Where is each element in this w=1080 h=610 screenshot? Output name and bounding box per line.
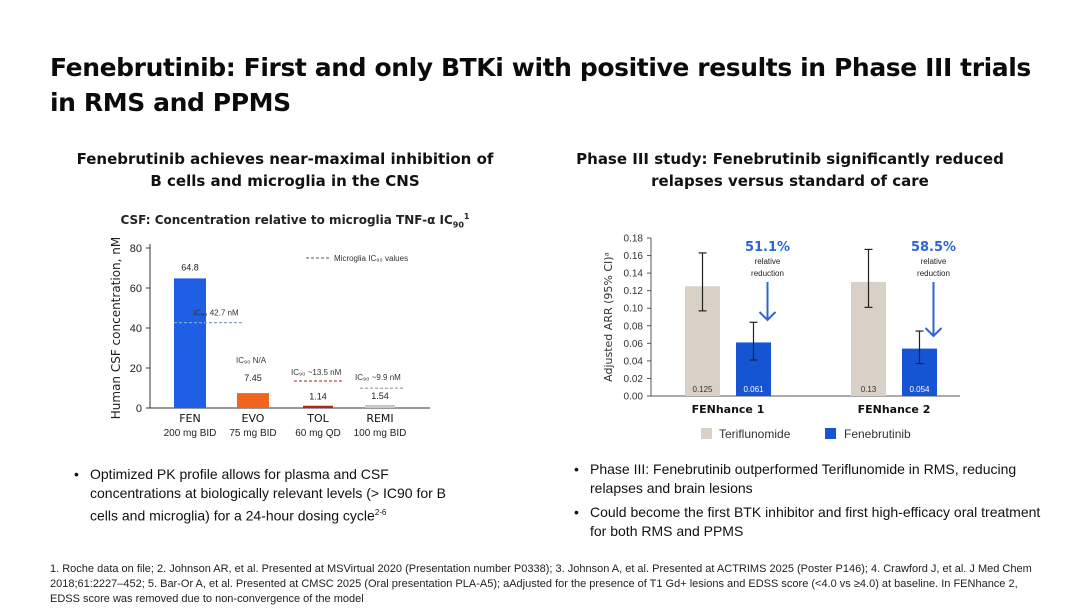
y-tick-label: 0.04 <box>624 356 644 367</box>
reduction-text: relative <box>755 257 781 266</box>
right-bullet-2: Could become the first BTK inhibitor and… <box>572 503 1042 541</box>
right-bullets: Phase III: Fenebrutinib outperformed Ter… <box>572 460 1042 546</box>
reduction-arrow-head <box>924 327 943 338</box>
y-tick-label: 60 <box>130 283 142 295</box>
bar-value-label: 7.45 <box>244 373 262 383</box>
left-bullet-1: Optimized PK profile allows for plasma a… <box>72 465 472 526</box>
bar-value-label: 1.54 <box>371 391 389 401</box>
bar-value-label: 0.061 <box>743 385 764 394</box>
y-tick-label: 80 <box>130 243 142 255</box>
arr-chart: 0.00 0.02 0.04 0.06 0.08 0.10 0.12 0.14 0.16 0.18… <box>602 234 960 441</box>
y-tick-label: 0.16 <box>624 251 644 262</box>
dose-label: 200 mg BID <box>164 428 217 439</box>
y-tick-label: 20 <box>130 363 142 375</box>
category-label: FENhance 1 <box>692 403 765 416</box>
dose-label: 75 mg BID <box>229 428 276 439</box>
legend-label: Microglia IC₉₀ values <box>334 254 408 263</box>
bar-evo <box>237 393 269 408</box>
bar-fen <box>174 278 206 408</box>
right-bullet-1: Phase III: Fenebrutinib outperformed Ter… <box>572 460 1042 498</box>
dose-label: 100 mg BID <box>354 428 407 439</box>
y-tick-label: 0.14 <box>624 269 644 280</box>
left-bullets: Optimized PK profile allows for plasma a… <box>72 465 472 531</box>
bar-value-label: 64.8 <box>181 262 199 272</box>
ic90-label-evo: IC₉₀ N/A <box>236 356 267 365</box>
csf-chart-title-text: CSF: Concentration relative to microglia… <box>120 213 453 227</box>
legend-label-teriflunomide: Teriflunomide <box>719 427 791 441</box>
left-bullet-1-text: Optimized PK profile allows for plasma a… <box>90 466 447 524</box>
dose-label: 60 mg QD <box>295 428 341 439</box>
ic90-label-remi: IC₉₀ ~9.9 nM <box>355 373 401 382</box>
reduction-arrow-head <box>758 311 777 322</box>
left-section-heading: Fenebrutinib achieves near-maximal inhib… <box>76 150 494 190</box>
bar-value-label: 0.13 <box>861 385 877 394</box>
reduction-text: relative <box>921 257 947 266</box>
reduction-text: reduction <box>751 269 784 278</box>
y-tick-label: 0.02 <box>624 374 644 385</box>
left-bullet-1-sup: 2-6 <box>374 508 387 517</box>
right-section-heading: Phase III study: Fenebrutinib significan… <box>576 150 1004 190</box>
reduction-percent: 51.1% <box>745 240 790 255</box>
legend-swatch-fenebrutinib <box>825 428 836 439</box>
y-tick-label: 0 <box>136 403 142 415</box>
y-tick-label: 0.18 <box>624 234 644 245</box>
csf-chart-title-sup: 1 <box>463 212 470 221</box>
legend-swatch-teriflunomide <box>701 428 712 439</box>
legend-label-fenebrutinib: Fenebrutinib <box>844 427 911 441</box>
ic90-label-fen: IC₉₀ 42.7 nM <box>193 309 239 318</box>
footnote: 1. Roche data on file; 2. Johnson AR, et… <box>50 563 1032 605</box>
bar-value-label: 0.125 <box>692 385 713 394</box>
category-label: REMI <box>366 412 393 425</box>
y-tick-label: 0.12 <box>624 286 644 297</box>
csf-chart-title: CSF: Concentration relative to microglia… <box>100 212 490 229</box>
y-tick-label: 40 <box>130 323 142 335</box>
csf-chart-title-sub: 90 <box>452 220 464 230</box>
page-title: Fenebrutinib: First and only BTKi with p… <box>50 53 1031 117</box>
category-label: EVO <box>242 412 265 425</box>
y-axis-label: Adjusted ARR (95% CI)ᵃ <box>602 252 615 382</box>
reduction-percent: 58.5% <box>911 240 956 255</box>
bar-value-label: 0.054 <box>909 385 930 394</box>
bar-tol <box>303 405 333 408</box>
y-tick-label: 0.00 <box>624 392 644 403</box>
category-label: FEN <box>179 412 201 425</box>
category-label: FENhance 2 <box>858 403 931 416</box>
category-label: TOL <box>306 412 329 425</box>
csf-concentration-chart: 0 20 40 60 80 Human CSF concentration, nM 64.8… <box>109 237 430 439</box>
y-tick-label: 0.06 <box>624 339 644 350</box>
y-tick-label: 0.08 <box>624 321 644 332</box>
bar-value-label: 1.14 <box>309 392 327 402</box>
y-tick-label: 0.10 <box>624 304 644 315</box>
reduction-text: reduction <box>917 269 950 278</box>
ic90-label-tol: IC₉₀ ~13.5 nM <box>291 368 342 377</box>
bar-remi <box>365 404 395 408</box>
y-axis-label: Human CSF concentration, nM <box>109 237 123 420</box>
